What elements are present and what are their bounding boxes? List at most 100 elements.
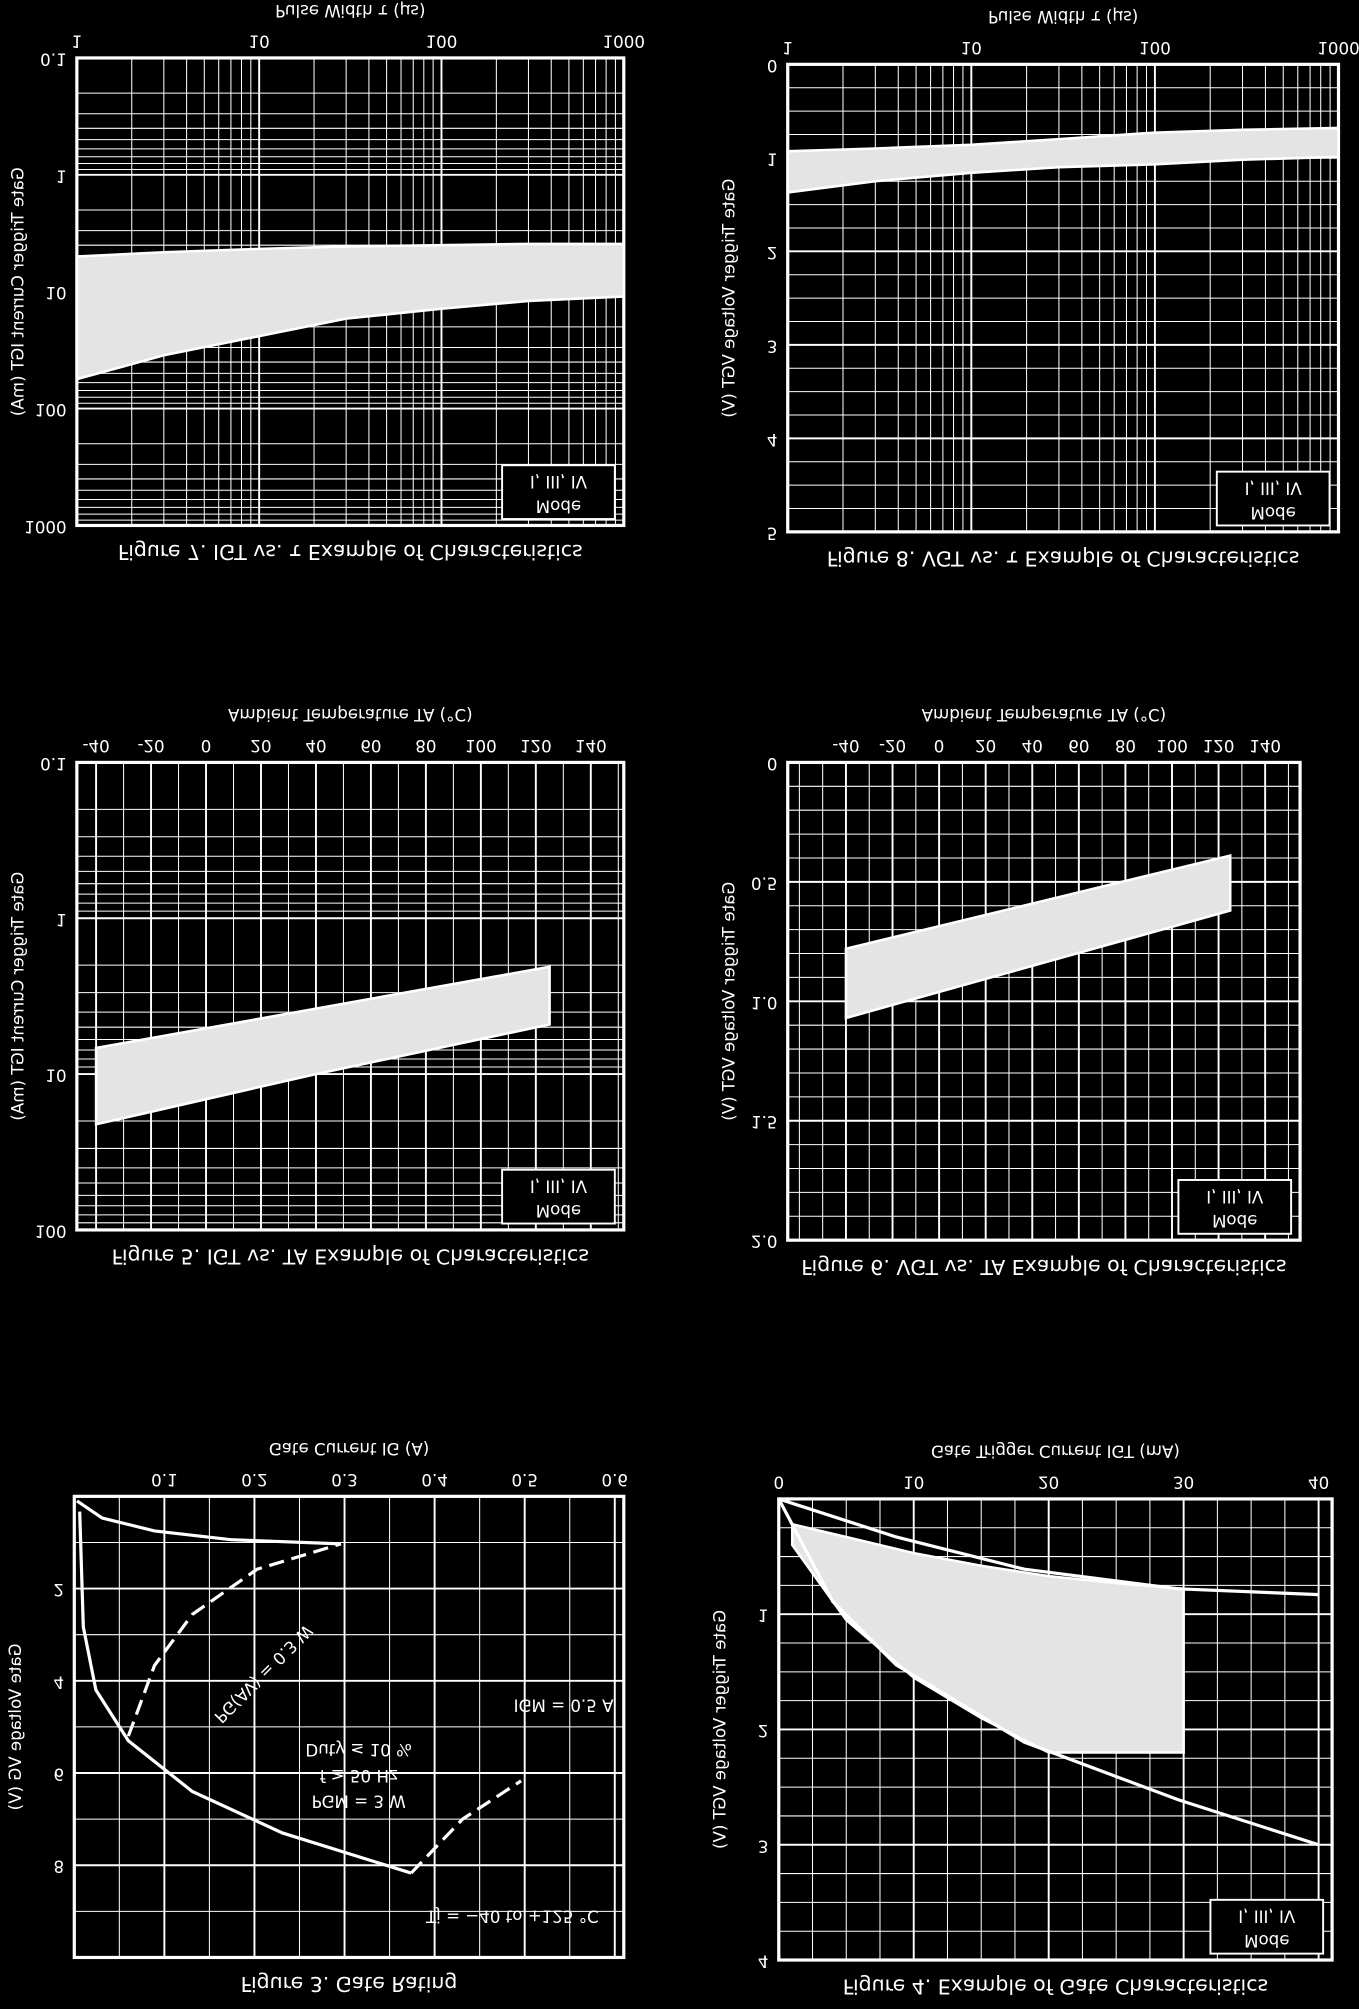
y-tick-label: 3	[767, 336, 778, 355]
y-tick-label: 1	[758, 1606, 769, 1625]
y-tick-label: 10	[45, 283, 66, 302]
annotation: f ≥ 50 Hz	[320, 1766, 398, 1785]
x-tick-label: -40	[82, 736, 109, 755]
y-tick-label: 2.0	[751, 1232, 777, 1251]
x-tick-label: 0.3	[331, 1470, 357, 1489]
mode-label: Mode	[536, 496, 581, 515]
y-axis-label: Gate Trigger Current IGT (mA)	[9, 872, 28, 1121]
mode-value: I, III, IV	[1245, 479, 1303, 498]
x-tick-label: 20	[975, 736, 996, 755]
characteristic-band	[844, 853, 1232, 1020]
plot-frame	[786, 760, 1302, 1242]
y-tick-label: 10	[45, 1066, 66, 1085]
x-tick-label: 10	[961, 38, 982, 57]
x-tick-label: 120	[520, 736, 552, 755]
annotation: PGM = 3 W	[312, 1791, 406, 1810]
x-tick-label: 0	[201, 736, 212, 755]
y-tick-label: 8	[53, 1857, 64, 1876]
x-tick-label: 40	[1308, 1472, 1329, 1491]
chart-title: Figure 7. IGT vs. τ Example of Character…	[118, 540, 583, 564]
y-tick-label: 0.1	[40, 49, 66, 68]
x-tick-label: 40	[305, 736, 326, 755]
mode-box	[501, 464, 616, 521]
x-tick-label: 1000	[603, 32, 645, 51]
y-tick-label: 0.5	[751, 873, 777, 892]
x-tick-label: 1000	[1317, 38, 1359, 57]
x-axis-label: Ambient Temperature TA (°C)	[922, 705, 1167, 724]
y-tick-label: 100	[35, 1221, 67, 1240]
curve	[778, 1497, 1319, 1597]
y-axis-label: Gate Trigger Voltage VGT (V)	[720, 882, 739, 1121]
x-tick-label: -20	[879, 736, 906, 755]
y-axis-label: Gate Trigger Current IGT (mA)	[9, 167, 28, 416]
mode-box	[1215, 470, 1331, 527]
x-tick-label: 40	[1022, 736, 1043, 755]
y-tick-label: 0	[767, 56, 778, 75]
mode-label: Mode	[1251, 503, 1296, 522]
y-tick-label: 0	[767, 754, 778, 773]
curve	[76, 1499, 341, 1546]
y-tick-label: 1000	[24, 517, 66, 536]
x-tick-label: 0	[773, 1472, 784, 1491]
curve	[777, 1498, 1320, 1847]
x-tick-label: 100	[1156, 736, 1188, 755]
chart-title: Figure 3. Gate Rating	[241, 1972, 458, 1996]
mode-value: I, III, IV	[530, 1177, 588, 1196]
y-tick-label: 100	[35, 400, 67, 419]
y-tick-label: 1.0	[751, 993, 777, 1012]
y-tick-label: 2	[758, 1721, 769, 1740]
x-tick-label: 80	[415, 736, 436, 755]
y-tick-label: 6	[53, 1765, 64, 1784]
mode-box	[501, 1168, 616, 1225]
x-axis-label: Gate Current IG (A)	[269, 1439, 429, 1458]
x-tick-label: 0.4	[421, 1470, 447, 1489]
x-tick-label: 60	[360, 736, 381, 755]
y-tick-label: 1	[56, 166, 67, 185]
annotation: IGM = 0.5 A	[514, 1695, 614, 1714]
y-axis-label: Gate Voltage VG (V)	[6, 1644, 25, 1811]
x-tick-label: 0.2	[241, 1470, 267, 1489]
y-tick-label: 1	[56, 910, 67, 929]
mode-label: Mode	[1212, 1211, 1257, 1230]
x-tick-label: 100	[465, 736, 497, 755]
mode-box	[1177, 1179, 1293, 1235]
x-tick-label: 60	[1068, 736, 1089, 755]
mode-value: I, III, IV	[1206, 1187, 1264, 1206]
y-tick-label: 0.1	[40, 754, 66, 773]
mode-value: I, III, IV	[530, 472, 588, 491]
plot-frame	[75, 760, 626, 1232]
plot-frame	[786, 62, 1341, 534]
curve	[126, 1542, 342, 1737]
annotation: Duty ≤ 10 %	[305, 1740, 412, 1759]
x-tick-label: 1	[782, 38, 793, 57]
x-tick-label: 100	[426, 32, 458, 51]
characteristic-band	[786, 126, 1340, 194]
y-tick-label: 1	[767, 149, 778, 168]
flipped-page: 0.1 0.2 0.3 0.4 0.5 0.6 2 4 6 8 Figure 3. Gate Rat…	[6, 1, 1359, 1999]
x-tick-label: 120	[1203, 736, 1235, 755]
x-axis-label: Gate Trigger Current IGT (mA)	[931, 1442, 1180, 1461]
curve	[78, 1511, 412, 1875]
y-tick-label: 2	[767, 243, 778, 262]
x-tick-label: 140	[1249, 736, 1281, 755]
plot-frame	[777, 1497, 1334, 1962]
x-axis-label: Pulse Width τ (μs)	[988, 7, 1138, 26]
y-tick-label: 4	[53, 1672, 64, 1691]
mode-label: Mode	[536, 1201, 581, 1220]
y-tick-label: 5	[767, 523, 778, 542]
x-tick-label: 1	[72, 32, 83, 51]
x-tick-label: 10	[249, 32, 270, 51]
x-tick-label: 80	[1115, 736, 1136, 755]
y-axis-label: Gate Trigger Voltage VGT (V)	[711, 1610, 730, 1849]
chart-title: Figure 8. VGT vs. τ Example of Character…	[827, 546, 1300, 570]
curve	[410, 1779, 522, 1875]
mode-label: Mode	[1244, 1931, 1289, 1950]
y-tick-label: 2	[53, 1580, 64, 1599]
y-tick-label: 3	[758, 1836, 769, 1855]
x-tick-label: 0.6	[602, 1470, 628, 1489]
characteristic-band	[94, 965, 551, 1126]
x-tick-label: 0.5	[511, 1470, 537, 1489]
mode-box	[1209, 1898, 1325, 1955]
